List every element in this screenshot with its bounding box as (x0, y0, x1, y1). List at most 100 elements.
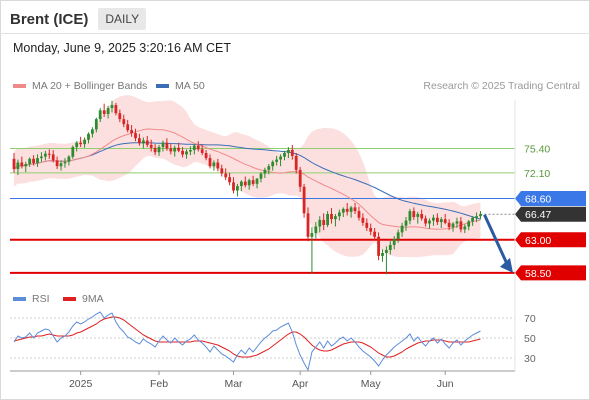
candle-body (91, 129, 94, 134)
candle-body (255, 178, 259, 184)
candle-body (228, 177, 231, 183)
candle-body (173, 147, 177, 152)
candle-body (204, 153, 208, 159)
candle-body (220, 168, 224, 174)
candle-body (142, 140, 145, 144)
forecast-arrow (483, 214, 513, 273)
candle-body (157, 147, 161, 153)
candle-body (424, 218, 427, 224)
timeframe-badge[interactable]: DAILY (98, 8, 147, 30)
legend-ma20: MA 20 + Bollinger Bands (13, 80, 147, 92)
candle-body (185, 151, 188, 155)
candle-body (138, 138, 141, 144)
candle-body (114, 105, 118, 114)
candle-body (428, 220, 431, 224)
candle-body (67, 156, 71, 162)
rsi-ma-swatch (63, 297, 76, 301)
rsi-tick-50: 50 (524, 333, 536, 345)
candle-body (341, 208, 345, 213)
candle-body (271, 161, 275, 167)
candle-body (63, 161, 67, 164)
candle-body (118, 113, 122, 120)
candle-body (224, 173, 228, 178)
candle-body (165, 142, 169, 149)
candle-body (126, 124, 130, 131)
candle-body (169, 148, 173, 152)
rsi-tick-70: 70 (524, 313, 536, 325)
forecast-arrow-head (500, 257, 513, 273)
rsi-ma-line (13, 316, 481, 358)
candle-body (130, 130, 133, 134)
candle-body (40, 156, 43, 159)
candle-body (28, 158, 32, 164)
candle-body (318, 219, 322, 227)
candle-body (463, 226, 467, 230)
candle-body (326, 214, 329, 225)
level-tag-68.60 (515, 191, 586, 207)
candle-body (16, 162, 20, 170)
time-label-2025: 2025 (69, 378, 93, 390)
candle-body (145, 140, 149, 145)
candle-body (392, 239, 396, 245)
candle-body (353, 207, 357, 212)
candle-body (251, 180, 255, 184)
ma20-swatch (13, 84, 26, 88)
time-label-Jun: Jun (437, 378, 454, 390)
candle-body (381, 253, 384, 256)
candle-body (459, 221, 463, 230)
candle-body (71, 147, 75, 157)
time-label-May: May (361, 378, 382, 390)
candle-body (212, 162, 216, 167)
level-label-75.40: 75.40 (524, 144, 550, 156)
candle-body (236, 186, 239, 191)
level-lines (10, 148, 515, 274)
candle-body (259, 173, 263, 179)
candle-body (287, 150, 290, 153)
candle-body (106, 108, 110, 114)
candle-body (404, 220, 408, 226)
instrument-title: Brent (ICE) (10, 10, 89, 28)
header: Brent (ICE) DAILY (10, 8, 147, 30)
candle-body (20, 162, 24, 167)
level-label-63.00: 63.00 (525, 235, 551, 247)
time-label-Mar: Mar (224, 378, 243, 390)
candle-body (345, 208, 349, 212)
ma20-label: MA 20 + Bollinger Bands (32, 80, 148, 92)
candle-body (475, 216, 478, 218)
candle-body (432, 217, 435, 221)
candle-body (79, 142, 82, 145)
candle-body (436, 217, 439, 223)
candle-body (98, 110, 102, 120)
candle-body (420, 214, 424, 219)
candle-body (263, 169, 267, 174)
candle-body (369, 228, 373, 232)
candle-body (377, 236, 380, 256)
legend-rsi-ma: 9MA (63, 293, 104, 305)
candle-body (161, 142, 165, 148)
candle-body (373, 231, 376, 237)
candle-body (447, 222, 451, 228)
time-label-Apr: Apr (292, 378, 309, 390)
candle-body (334, 216, 337, 220)
candle-body (322, 219, 326, 225)
rsi-panel: 70 50 30 (10, 311, 536, 372)
candle-body (208, 158, 212, 167)
candle-body (102, 110, 106, 114)
candle-body (44, 153, 47, 157)
header-divider (0, 33, 590, 34)
candle-body (232, 182, 235, 191)
candle-body (59, 163, 63, 167)
candle-body (455, 221, 459, 224)
candle-body (416, 214, 420, 217)
candle-body (94, 119, 98, 130)
candle-body (338, 212, 341, 217)
candle-body (36, 158, 39, 164)
candle-body (349, 207, 353, 212)
ma50-line (13, 142, 481, 220)
candle-body (361, 217, 365, 223)
level-label-58.50: 58.50 (525, 268, 551, 280)
time-axis: 2025 Feb Mar Apr May Jun (10, 100, 516, 390)
candle-body (153, 147, 157, 153)
candle-body (302, 186, 306, 214)
